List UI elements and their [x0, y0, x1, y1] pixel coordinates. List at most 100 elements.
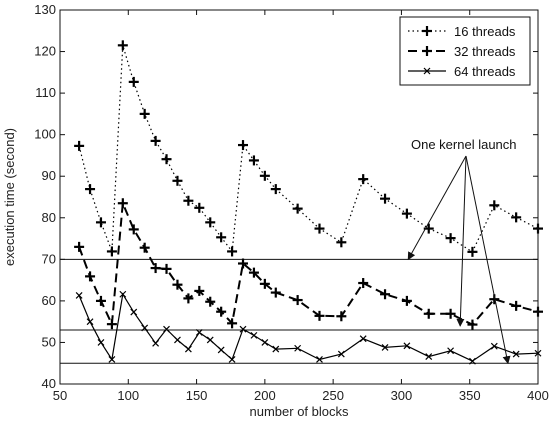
data-point: [216, 232, 227, 243]
data-point: [336, 311, 347, 322]
data-point: [358, 278, 369, 289]
data-point: [337, 350, 345, 358]
y-axis-title: execution time (second): [2, 128, 17, 266]
data-point: [292, 295, 303, 306]
series-line: [78, 202, 539, 328]
data-point: [195, 329, 203, 336]
plot-frame: [59, 9, 539, 385]
data-point: [172, 279, 183, 290]
data-point: [172, 175, 183, 186]
y-tick-label: 80: [42, 210, 56, 225]
data-point: [108, 356, 116, 363]
y-tick-label: 70: [42, 251, 56, 266]
data-point: [261, 339, 269, 346]
data-point: [106, 246, 117, 257]
y-tick-label: 130: [34, 2, 56, 17]
data-point: [511, 300, 522, 311]
data-point: [227, 318, 238, 329]
data-point: [512, 350, 520, 358]
data-point: [423, 308, 434, 319]
y-tick-label: 110: [35, 85, 56, 100]
data-point: [86, 318, 94, 326]
data-point: [141, 324, 149, 332]
data-point: [74, 140, 85, 151]
data-point: [205, 296, 216, 307]
data-point: [106, 319, 117, 330]
data-point: [161, 154, 172, 165]
series-2: [75, 290, 542, 365]
x-tick-label: 300: [391, 388, 413, 403]
data-point: [380, 289, 391, 300]
data-point: [161, 263, 172, 274]
data-point: [248, 267, 259, 278]
data-point: [205, 217, 216, 228]
x-tick-label: 250: [322, 388, 344, 403]
data-point: [314, 310, 325, 321]
data-point: [469, 357, 476, 365]
legend-label: 16 threads: [454, 24, 516, 39]
data-point: [425, 353, 433, 360]
x-axis-title: number of blocks: [250, 404, 349, 419]
data-point: [238, 258, 249, 269]
data-point: [217, 346, 225, 354]
data-point: [250, 331, 258, 339]
data-point: [238, 140, 249, 151]
data-point: [152, 339, 160, 347]
data-point: [117, 40, 128, 51]
series-group: [74, 40, 543, 365]
reference-lines: [60, 258, 538, 364]
data-point: [85, 184, 96, 195]
data-point: [139, 108, 150, 119]
data-point: [259, 170, 270, 181]
data-point: [381, 344, 389, 351]
annotation-text: One kernel launch: [411, 137, 517, 152]
data-point: [401, 208, 412, 219]
annotation-arrow: [465, 155, 511, 365]
data-point: [447, 347, 455, 355]
data-point: [294, 344, 302, 352]
data-point: [401, 295, 412, 306]
data-point: [194, 285, 205, 296]
data-point: [380, 193, 391, 204]
x-tick-label: 200: [254, 388, 276, 403]
data-point: [358, 174, 369, 185]
data-point: [97, 339, 105, 346]
y-tick-label: 40: [42, 376, 56, 391]
data-point: [270, 287, 281, 298]
y-tick-label: 60: [42, 293, 56, 308]
data-point: [206, 336, 214, 344]
data-point: [272, 345, 280, 353]
y-tick-label: 100: [34, 127, 56, 142]
data-point: [467, 246, 478, 257]
legend: 16 threads 32 threads 64 threads: [399, 16, 531, 86]
data-point: [270, 184, 281, 195]
data-point: [248, 155, 259, 166]
data-point: [292, 203, 303, 214]
series-0: [74, 40, 543, 257]
data-point: [130, 308, 138, 316]
data-point: [119, 290, 127, 298]
annotation-arrow: [407, 155, 467, 261]
data-point: [194, 202, 205, 213]
data-point: [139, 242, 150, 253]
data-point: [183, 195, 194, 206]
y-tick-label: 90: [42, 168, 56, 183]
data-point: [183, 293, 194, 304]
legend-label: 32 threads: [454, 44, 516, 59]
x-tick-label: 350: [459, 388, 481, 403]
x-tick-label: 100: [117, 388, 139, 403]
x-tick-label: 400: [527, 388, 549, 403]
legend-swatch-marker: [422, 46, 432, 56]
series-line: [78, 292, 539, 362]
data-point: [316, 356, 323, 363]
data-point: [85, 271, 96, 282]
x-tick-label: 150: [186, 388, 208, 403]
data-point: [314, 223, 325, 234]
data-point: [489, 200, 500, 211]
x-tick-label: 50: [53, 388, 67, 403]
data-point: [359, 335, 367, 343]
data-point: [95, 295, 106, 306]
data-point: [174, 336, 181, 344]
